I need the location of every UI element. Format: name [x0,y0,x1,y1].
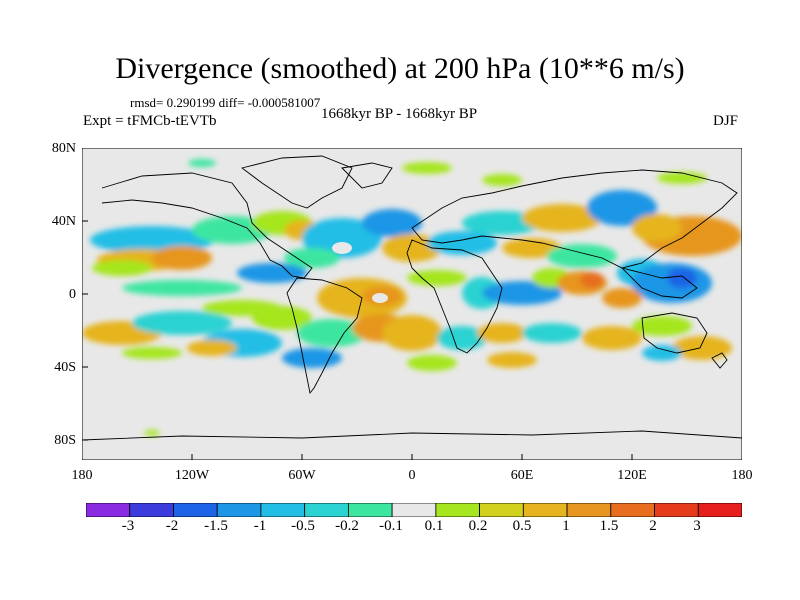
colorbar-box-3 [216,503,262,517]
season-label: DJF [713,113,739,129]
colorbar-label-10: 1 [562,518,570,534]
experiment-label: Expt = tFMCb-tEVTb [83,113,217,129]
lon-label-120e: 120E [617,468,647,483]
divergence-map [82,148,742,460]
colorbar-label-9: 0.5 [512,518,532,534]
colorbar [86,503,742,517]
colorbar-box-2 [173,503,218,517]
colorbar-label-1: -2 [165,518,179,534]
colorbar-label-8: 0.2 [468,518,488,534]
lat-label-40s: 40S [54,360,76,375]
neutral-patches [332,242,388,303]
lat-label-eq: 0 [69,287,76,302]
stats-text: rmsd= 0.290199 diff= -0.000581007 [130,95,321,110]
map-title: Divergence (smoothed) at 200 hPa (10**6 … [115,52,685,85]
colorbar-label-12: 2 [649,518,657,534]
lat-label-80s: 80S [54,433,76,448]
colorbar-label-6: -0.1 [379,518,403,534]
colorbar-label-0: -3 [121,518,135,534]
colorbar-label-13: 3 [693,518,701,534]
lat-label-40n: 40N [51,214,76,229]
colorbar-label-11: 1.5 [599,518,619,534]
colorbar-box-11 [566,503,612,517]
lat-label-80n: 80N [51,141,76,156]
coastlines [82,155,742,441]
colorbar-box-9 [479,503,524,517]
colorbar-box-14 [697,503,742,517]
lon-label-60w: 60W [288,468,316,483]
colorbar-label-5: -0.2 [335,518,359,534]
colorbar-box-10 [522,503,568,517]
colorbar-label-3: -1 [253,518,267,534]
divergence-field [82,159,742,436]
colorbar-box-6 [347,503,393,517]
colorbar-box-8 [435,503,480,517]
colorbar-box-13 [654,503,699,517]
colorbar-label-4: -0.5 [291,518,315,534]
colorbar-label-7: 0.1 [424,518,444,534]
lon-label-180w: 180 [71,468,93,483]
colorbar-box-5 [304,503,349,517]
period-label: 1668kyr BP - 1668kyr BP [321,106,478,122]
colorbar-box-12 [610,503,655,517]
colorbar-box-1 [129,503,174,517]
colorbar-box-0 [86,503,131,517]
lon-label-120w: 120W [174,468,210,483]
lon-label-180e: 180 [731,468,753,483]
colorbar-box-7 [391,503,437,517]
lon-label-60e: 60E [510,468,534,483]
lon-label-0: 0 [408,468,416,483]
colorbar-box-4 [260,503,306,517]
map-ticks [82,148,633,460]
colorbar-label-2: -1.5 [204,518,228,534]
